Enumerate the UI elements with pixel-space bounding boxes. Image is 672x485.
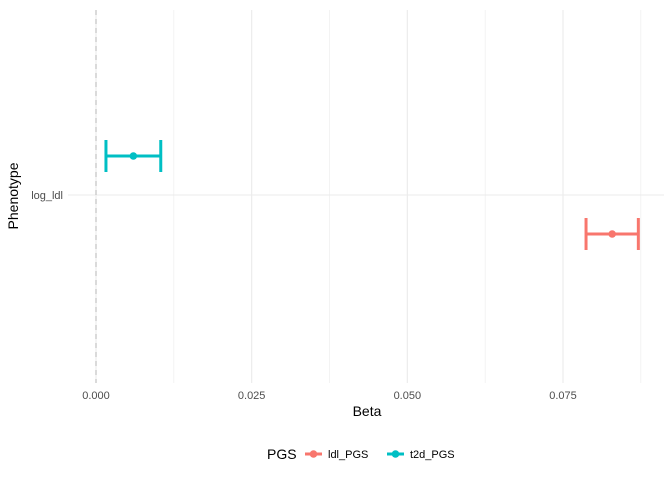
x-tick-label: 0.075 <box>549 390 577 402</box>
y-tick-label: log_ldl <box>31 190 63 202</box>
errorbar-ldl_PGS <box>584 218 640 250</box>
legend-label: t2d_PGS <box>410 449 455 461</box>
gridlines <box>68 10 664 383</box>
error-bars <box>104 140 640 250</box>
legend-key-point <box>391 450 400 458</box>
legend-label: ldl_PGS <box>328 449 368 461</box>
errorbar-t2d_PGS <box>104 140 163 172</box>
legend-title: PGS <box>267 446 297 462</box>
x-axis-ticks: 0.000 0.025 0.050 0.075 <box>82 390 577 402</box>
legend: PGS ldl_PGS t2d_PGS <box>267 446 455 462</box>
x-tick-label: 0.000 <box>82 390 110 402</box>
legend-item-ldl_PGS: ldl_PGS <box>305 449 368 461</box>
point-estimate <box>129 152 138 160</box>
x-axis-title: Beta <box>353 403 382 419</box>
y-axis-title: Phenotype <box>5 162 21 229</box>
point-estimate <box>608 230 616 238</box>
x-tick-label: 0.025 <box>238 390 266 402</box>
x-tick-label: 0.050 <box>394 390 422 402</box>
legend-item-t2d_PGS: t2d_PGS <box>387 449 455 461</box>
legend-key-point <box>309 450 318 458</box>
